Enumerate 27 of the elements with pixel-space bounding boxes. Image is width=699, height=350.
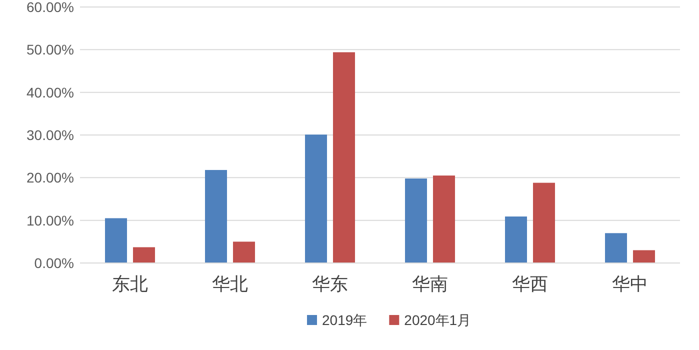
y-tick-label: 40.00%	[26, 84, 74, 100]
bar	[405, 178, 427, 263]
bar	[233, 242, 255, 263]
bar	[205, 170, 227, 263]
bar	[633, 250, 655, 263]
legend-label: 2020年1月	[404, 312, 472, 328]
bar	[433, 176, 455, 263]
x-tick-label: 华中	[612, 274, 648, 294]
legend-label: 2019年	[322, 312, 368, 328]
x-tick-label: 东北	[112, 274, 148, 294]
x-tick-label: 华东	[312, 274, 348, 294]
bar	[333, 52, 355, 263]
y-tick-label: 30.00%	[26, 127, 74, 143]
bar	[105, 218, 127, 263]
x-tick-label: 华北	[212, 274, 248, 294]
bar	[133, 247, 155, 263]
x-tick-label: 华西	[512, 274, 548, 294]
y-tick-label: 0.00%	[34, 255, 74, 271]
y-tick-label: 10.00%	[26, 212, 74, 228]
bar	[533, 182, 555, 263]
bar	[505, 216, 527, 263]
bar	[605, 233, 627, 263]
x-tick-label: 华南	[412, 274, 448, 294]
y-tick-label: 50.00%	[26, 42, 74, 58]
bar	[305, 134, 327, 263]
y-tick-label: 20.00%	[26, 170, 74, 186]
y-tick-label: 60.00%	[26, 0, 74, 15]
